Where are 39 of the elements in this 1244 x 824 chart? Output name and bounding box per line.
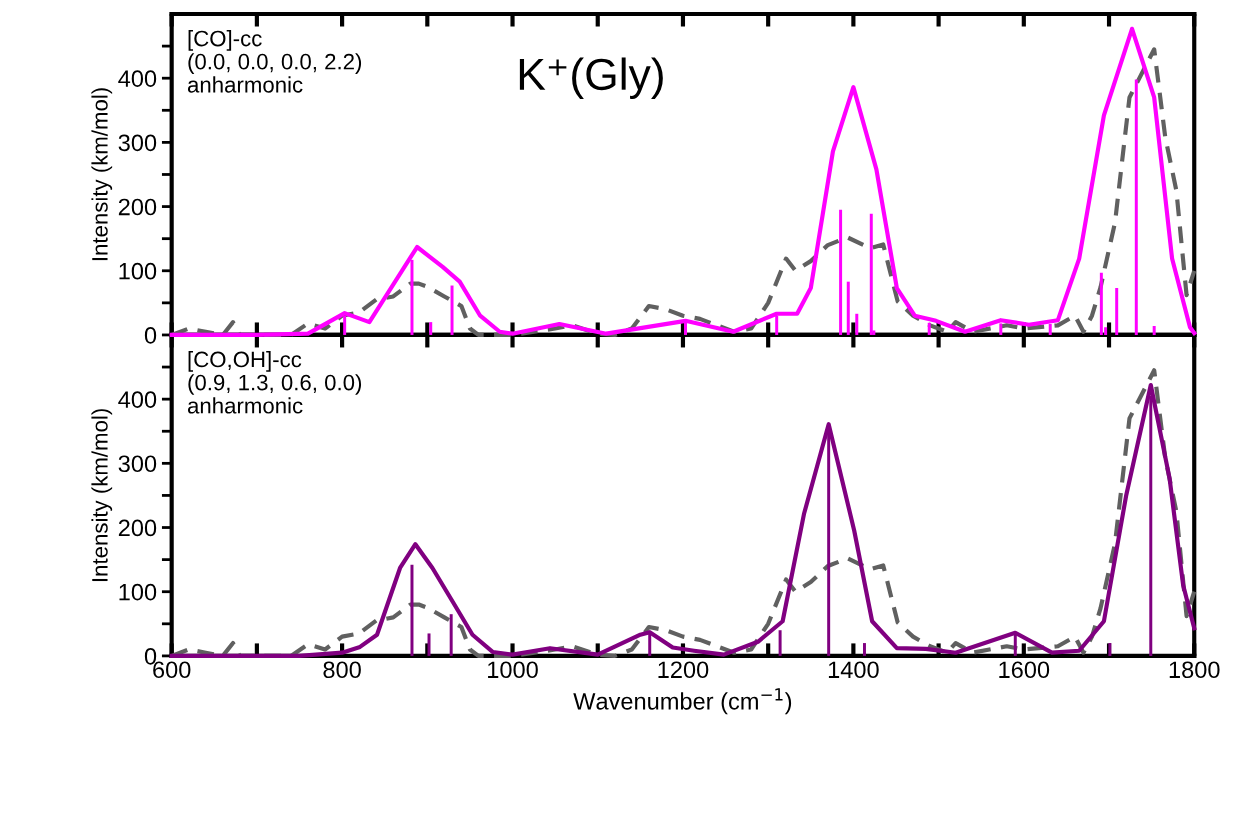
x-tick-label: 800 xyxy=(323,661,361,679)
y-tick-label: 200 xyxy=(118,519,157,537)
bar xyxy=(1048,324,1052,335)
y-tick-label: 400 xyxy=(118,391,157,408)
y-axis-title: Intensity (km/mol) xyxy=(91,409,113,582)
x-tick-label: 1600 xyxy=(999,661,1050,679)
y-tick-label: 400 xyxy=(118,70,157,87)
y-tick-label: 300 xyxy=(118,134,157,152)
bar xyxy=(1134,79,1138,335)
x-tick-label: 1000 xyxy=(488,661,538,679)
y-axis-title: Intensity (km/mol) xyxy=(91,88,113,261)
x-axis-title: Wavenumber (cm$^{−1}$) xyxy=(573,688,792,715)
annotation: [CO,OH]-cc (0.9, 1.3, 0.6, 0.0) anharmonic xyxy=(187,351,362,414)
annotation: [CO]-cc (0.0, 0.0, 0.0, 2.2) anharmonic xyxy=(187,30,362,93)
bar xyxy=(927,322,931,335)
x-tick-label: 1800 xyxy=(1169,661,1220,679)
x-tick-label: 1200 xyxy=(658,661,709,679)
y-tick-label: 100 xyxy=(119,583,157,601)
bar xyxy=(778,630,782,656)
bar xyxy=(410,564,414,656)
bar xyxy=(775,315,779,335)
y-tick-label: 200 xyxy=(118,198,157,216)
bar xyxy=(449,614,453,656)
bar xyxy=(1099,272,1103,335)
y-tick-label: 0 xyxy=(144,327,157,344)
bar xyxy=(862,643,866,656)
bar xyxy=(410,259,414,335)
bar xyxy=(869,213,873,335)
annotation: K⁺(Gly) xyxy=(519,57,663,99)
bar xyxy=(427,633,431,656)
bar xyxy=(999,323,1003,335)
bar xyxy=(450,285,454,335)
bar xyxy=(839,209,843,335)
x-tick-label: 1400 xyxy=(828,661,879,679)
bar xyxy=(1115,288,1119,335)
bar xyxy=(1152,325,1156,335)
y-tick-label: 100 xyxy=(119,262,157,280)
bar xyxy=(846,281,850,335)
y-tick-label: 300 xyxy=(118,455,157,473)
